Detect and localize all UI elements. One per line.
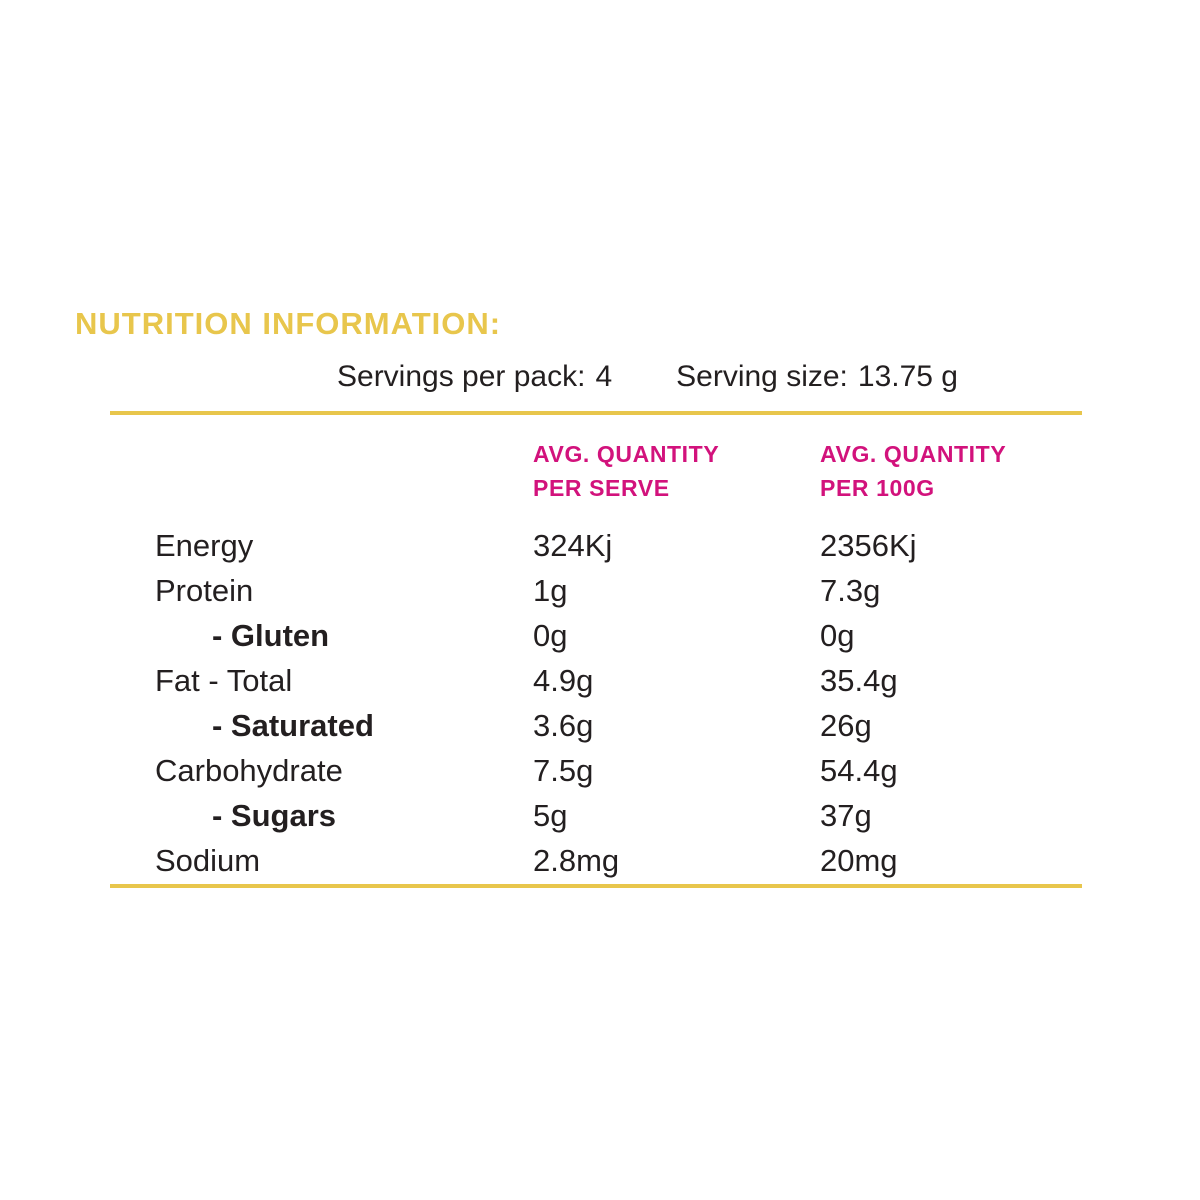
row-value-sodium-per-serve: 2.8mg (533, 843, 620, 878)
servings-per-pack-label: Servings per pack: (337, 360, 586, 393)
row-label-protein: Protein (155, 573, 254, 608)
servings-per-pack: Servings per pack: 4 (337, 360, 612, 394)
row-value-gluten-per-serve: 0g (533, 618, 568, 653)
row-value-saturated-per-serve: 3.6g (533, 708, 594, 743)
column-header-per-serve: AVG. QUANTITY PER SERVE (533, 437, 820, 523)
row-value-fat-total-per-100g: 35.4g (820, 663, 898, 698)
row-value-gluten-per-100g: 0g (820, 618, 855, 653)
row-value-fat-total-per-serve: 4.9g (533, 663, 594, 698)
column-header-per-100g-line2: PER 100G (820, 475, 935, 501)
row-label-gluten: - Gluten (212, 618, 330, 653)
row-value-sugars-per-serve: 5g (533, 798, 568, 833)
servings-per-pack-value: 4 (595, 360, 613, 393)
row-value-energy-per-100g: 2356Kj (820, 528, 917, 563)
serving-size-label: Serving size: (676, 360, 848, 393)
row-value-carbohydrate-per-100g: 54.4g (820, 753, 898, 788)
row-label-saturated: - Saturated (212, 708, 374, 743)
column-header-per-100g: AVG. QUANTITY PER 100G (820, 437, 1082, 523)
row-value-sodium-per-100g: 20mg (820, 843, 898, 878)
page-title: NUTRITION INFORMATION: (75, 306, 502, 341)
row-label-energy: Energy (155, 528, 254, 563)
row-value-saturated-per-100g: 26g (820, 708, 872, 743)
row-value-sugars-per-100g: 37g (820, 798, 872, 833)
row-value-protein-per-100g: 7.3g (820, 573, 881, 608)
serving-size-value: 13.75 g (857, 360, 958, 393)
row-value-carbohydrate-per-serve: 7.5g (533, 753, 594, 788)
row-value-protein-per-serve: 1g (533, 573, 568, 608)
serving-size: Serving size: 13.75 g (676, 360, 958, 394)
row-value-energy-per-serve: 324Kj (533, 528, 613, 563)
bottom-divider (110, 884, 1082, 888)
header-spacer (155, 437, 533, 523)
row-label-carbohydrate: Carbohydrate (155, 753, 343, 788)
column-header-per-100g-line1: AVG. QUANTITY (820, 441, 1007, 467)
row-label-sugars: - Sugars (212, 798, 337, 833)
row-label-fat-total: Fat - Total (155, 663, 293, 698)
top-divider (110, 411, 1082, 415)
column-header-per-serve-line2: PER SERVE (533, 475, 670, 501)
serving-info: Servings per pack: 4 Serving size: 13.75… (337, 360, 958, 394)
row-label-sodium: Sodium (155, 843, 261, 878)
nutrition-table: AVG. QUANTITY PER SERVE AVG. QUANTITY PE… (155, 437, 1082, 883)
column-header-per-serve-line1: AVG. QUANTITY (533, 441, 720, 467)
